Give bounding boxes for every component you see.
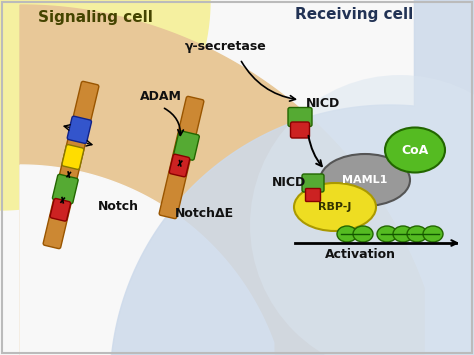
Ellipse shape [407, 226, 427, 242]
Text: NotchΔE: NotchΔE [175, 207, 234, 220]
Ellipse shape [393, 226, 413, 242]
Text: RBP-J: RBP-J [319, 202, 352, 212]
FancyBboxPatch shape [306, 189, 320, 202]
Ellipse shape [423, 226, 443, 242]
FancyBboxPatch shape [169, 154, 190, 177]
Ellipse shape [377, 226, 397, 242]
Ellipse shape [250, 75, 474, 355]
Text: Notch: Notch [98, 201, 139, 213]
Ellipse shape [337, 226, 357, 242]
FancyBboxPatch shape [50, 198, 71, 221]
Text: ADAM: ADAM [140, 90, 182, 103]
Ellipse shape [320, 154, 410, 206]
FancyBboxPatch shape [62, 144, 84, 169]
Text: NICD: NICD [306, 97, 340, 110]
Text: Signaling cell: Signaling cell [38, 10, 153, 25]
Text: MAML1: MAML1 [342, 175, 388, 185]
Polygon shape [111, 0, 474, 355]
Ellipse shape [353, 226, 373, 242]
FancyBboxPatch shape [302, 174, 324, 192]
Text: γ-secretase: γ-secretase [185, 40, 267, 53]
Polygon shape [0, 0, 210, 210]
FancyBboxPatch shape [53, 174, 78, 204]
Ellipse shape [294, 183, 376, 231]
FancyBboxPatch shape [43, 81, 99, 248]
Polygon shape [20, 165, 273, 355]
FancyBboxPatch shape [159, 96, 204, 219]
Polygon shape [20, 5, 424, 355]
Text: NICD: NICD [272, 176, 306, 190]
Text: CoA: CoA [401, 143, 428, 157]
FancyBboxPatch shape [288, 108, 312, 126]
FancyBboxPatch shape [291, 122, 310, 138]
Ellipse shape [385, 127, 445, 173]
FancyBboxPatch shape [67, 116, 91, 143]
FancyBboxPatch shape [173, 131, 200, 160]
Text: Receiving cell: Receiving cell [295, 7, 413, 22]
Text: Activation: Activation [325, 248, 395, 261]
